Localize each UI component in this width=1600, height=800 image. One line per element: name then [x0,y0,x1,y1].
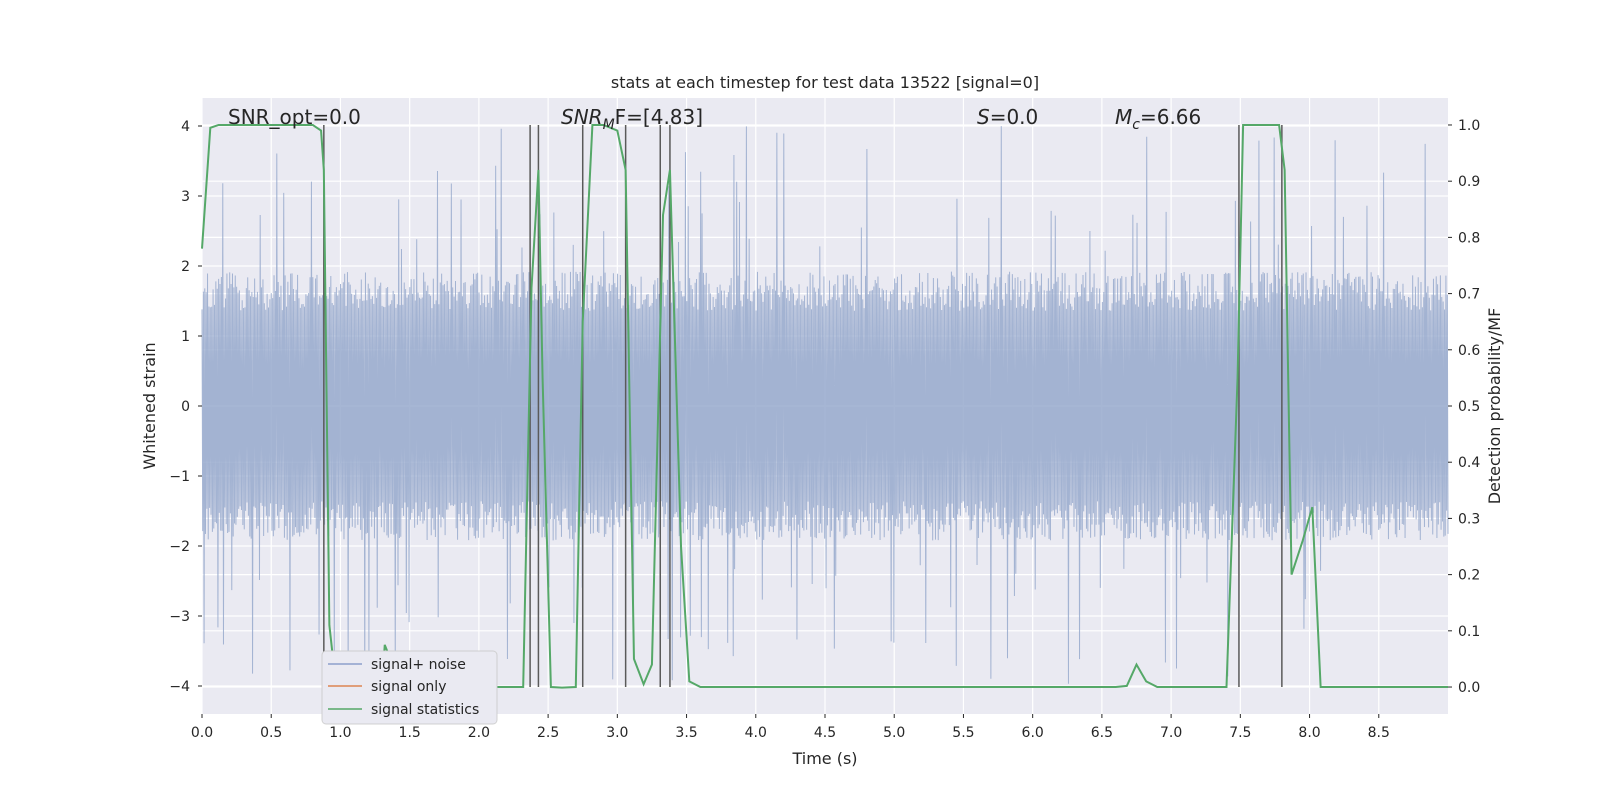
x-tick-label: 3.0 [606,725,628,741]
y-tick-label: 3 [181,189,190,205]
legend-label-signal-statistics: signal statistics [371,702,479,718]
y-right-tick-label: 0.7 [1458,287,1480,303]
y-tick-label: −1 [169,469,190,485]
chart-title: stats at each timestep for test data 135… [611,73,1039,92]
y-tick-label: 0 [181,399,190,415]
annotation-s: S=0.0 [977,105,1038,129]
x-tick-label: 1.5 [399,725,421,741]
annotation-snr-mf: SNRMF=[4.83] [561,105,703,133]
x-axis-title: Time (s) [791,749,857,768]
y-right-tick-label: 0.0 [1458,680,1480,696]
x-tick-label: 0.0 [191,725,213,741]
y-right-tick-label: 0.2 [1458,568,1480,584]
annotation-snr-opt: SNR_opt=0.0 [228,105,361,129]
series-signal-statistics [201,123,1448,706]
y-right-tick-label: 0.8 [1458,230,1480,246]
x-tick-label: 1.0 [329,725,351,741]
x-tick-label: 5.0 [883,725,905,741]
legend-label-signal-only: signal only [371,679,446,695]
y-tick-label: 4 [181,119,190,135]
x-tick-label: 4.5 [814,725,836,741]
y-right-tick-label: 1.0 [1458,118,1480,134]
x-tick-label: 7.5 [1229,725,1251,741]
x-tick-label: 3.5 [675,725,697,741]
x-tick-label: 8.0 [1298,725,1320,741]
x-tick-labels: 0.0 0.5 1.0 1.5 2.0 2.5 3.0 3.5 4.0 4.5 5.0 5.5 6.0 6… [191,714,1390,741]
x-tick-label: 5.5 [952,725,974,741]
statistics-line [201,123,1448,706]
y-right-tick-label: 0.1 [1458,624,1480,640]
y-tick-label: 2 [181,259,190,275]
y-tick-label: −2 [169,539,190,555]
y-right-tick-label: 0.4 [1458,455,1480,471]
x-tick-label: 4.0 [745,725,767,741]
x-tick-label: 2.5 [537,725,559,741]
x-tick-label: 7.0 [1160,725,1182,741]
noise-line [201,126,1449,686]
x-tick-label: 6.5 [1091,725,1113,741]
y-tick-label: −3 [169,609,190,625]
legend: signal+ noise signal only signal statist… [321,650,498,725]
y-right-tick-label: 0.6 [1458,343,1480,359]
annotation-mc: Mc=6.66 [1115,105,1201,133]
y-tick-labels: −4 −3 −2 −1 0 1 2 3 4 [169,119,202,695]
y-right-tick-label: 0.9 [1458,174,1480,190]
y-tick-label: −4 [169,679,190,695]
x-tick-label: 2.0 [468,725,490,741]
series-signal-noise [201,126,1449,686]
legend-label-signal-noise: signal+ noise [371,657,466,673]
y-tick-label: 1 [181,329,190,345]
y-right-axis-title: Detection probability/MF [1485,308,1504,505]
x-tick-label: 8.5 [1368,725,1390,741]
x-tick-label: 6.0 [1022,725,1044,741]
x-tick-label: 0.5 [260,725,282,741]
legend-box [321,650,498,725]
y-right-tick-labels: 0.0 0.1 0.2 0.3 0.4 0.5 0.6 0.7 0.8 0.9 1.0 [1448,118,1480,696]
y-axis-title: Whitened strain [140,342,159,469]
y-right-tick-label: 0.3 [1458,511,1480,527]
y-right-tick-label: 0.5 [1458,399,1480,415]
vertical-markers [323,124,1283,688]
